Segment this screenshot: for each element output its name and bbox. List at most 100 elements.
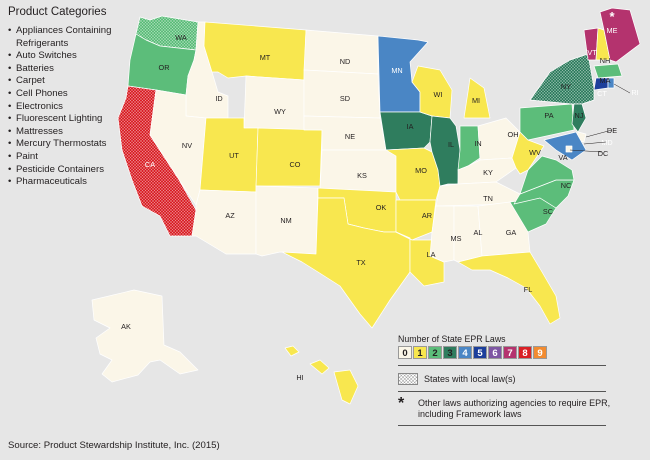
label-leader-line — [585, 129, 613, 138]
state-ak — [91, 289, 199, 383]
label-leader-line — [613, 83, 631, 94]
state-label-ak: AK — [121, 322, 131, 331]
legend-cell-0: 0 — [398, 346, 412, 359]
state-label-md: MD — [601, 138, 612, 147]
category-item: Mercury Thermostats — [8, 138, 158, 151]
asterisk-icon: * — [609, 9, 615, 24]
legend-cell-8: 8 — [518, 346, 532, 359]
state-label-wi: WI — [434, 90, 443, 99]
state-label-va: VA — [558, 153, 567, 162]
state-label-az: AZ — [225, 211, 235, 220]
state-label-ca: CA — [145, 160, 155, 169]
state-label-oh: OH — [508, 130, 519, 139]
state-hi — [284, 345, 359, 405]
state-mi — [463, 77, 491, 119]
source-credit: Source: Product Stewardship Institute, I… — [8, 440, 220, 451]
state-la — [395, 231, 445, 287]
state-il — [429, 115, 461, 187]
state-nd — [303, 29, 379, 75]
state-dc — [565, 145, 573, 153]
state-label-ne: NE — [345, 132, 355, 141]
state-label-id: ID — [215, 94, 222, 103]
category-item: Cell Phones — [8, 88, 158, 101]
local-law-swatch — [398, 373, 418, 385]
state-mt — [203, 21, 307, 81]
state-label-ut: UT — [229, 151, 239, 160]
state-va — [519, 155, 575, 195]
legend-cell-7: 7 — [503, 346, 517, 359]
state-ri — [607, 77, 615, 89]
state-ma — [593, 63, 623, 79]
category-item: Mattresses — [8, 126, 158, 139]
state-wv — [511, 131, 545, 175]
product-categories-list: Appliances Containing Refrigerants Auto … — [8, 25, 158, 189]
state-ia — [379, 111, 433, 151]
legend-divider — [398, 365, 606, 366]
legend-cell-5: 5 — [473, 346, 487, 359]
state-label-fl: FL — [524, 285, 533, 294]
state-label-mo: MO — [415, 166, 427, 175]
product-categories-title: Product Categories — [8, 6, 107, 18]
state-label-wy: WY — [274, 107, 286, 116]
legend-cell-4: 4 — [458, 346, 472, 359]
state-md — [543, 131, 587, 161]
state-label-sd: SD — [340, 94, 350, 103]
state-label-co: CO — [290, 160, 301, 169]
state-label-ks: KS — [357, 171, 367, 180]
state-label-ga: GA — [506, 228, 517, 237]
state-tx — [281, 197, 411, 329]
state-label-tn: TN — [483, 194, 493, 203]
state-label-me: ME — [607, 26, 618, 35]
state-label-nh: NH — [600, 56, 611, 65]
legend-cell-1: 1 — [413, 346, 427, 359]
state-label-ok: OK — [376, 203, 387, 212]
state-me — [599, 7, 641, 63]
state-az — [191, 189, 257, 255]
category-item: Batteries — [8, 63, 158, 76]
label-leader-line — [583, 141, 607, 145]
state-label-ct: CT — [597, 89, 607, 98]
state-ar — [395, 199, 437, 241]
legend-cell-2: 2 — [428, 346, 442, 359]
other-laws-label: Other laws authorizing agencies to requi… — [418, 398, 611, 419]
state-label-mn: MN — [391, 66, 402, 75]
state-label-sc: SC — [543, 207, 553, 216]
local-law-hatch — [118, 86, 196, 236]
state-label-or: OR — [159, 63, 170, 72]
legend-divider — [398, 391, 606, 392]
category-item: Electronics — [8, 101, 158, 114]
category-item: Pharmaceuticals — [8, 176, 158, 189]
legend-cell-6: 6 — [488, 346, 502, 359]
category-item: Appliances Containing Refrigerants — [8, 25, 158, 50]
state-label-la: LA — [427, 250, 436, 259]
state-label-vt: VT — [587, 48, 597, 57]
state-mo — [385, 147, 441, 201]
state-label-hi: HI — [296, 373, 303, 382]
local-law-hatch — [136, 16, 198, 50]
state-label-dc: DC — [598, 149, 609, 158]
state-wy — [243, 75, 305, 131]
state-label-nm: NM — [280, 216, 291, 225]
legend-title: Number of State EPR Laws — [398, 334, 506, 344]
asterisk-icon: * — [398, 395, 405, 412]
legend-divider — [398, 425, 606, 426]
state-label-nd: ND — [340, 57, 351, 66]
state-label-nv: NV — [182, 141, 192, 150]
state-label-ia: IA — [407, 122, 414, 131]
label-leader-line — [569, 149, 603, 153]
state-label-ar: AR — [422, 211, 432, 220]
local-law-hatch — [530, 54, 594, 104]
state-label-ms: MS — [451, 234, 462, 243]
category-item: Pesticide Containers — [8, 164, 158, 177]
local-law-label: States with local law(s) — [424, 374, 516, 384]
state-label-tx: TX — [356, 258, 365, 267]
state-label-ma: MA — [600, 76, 611, 85]
state-label-wv: WV — [529, 148, 541, 157]
state-label-ky: KY — [483, 168, 493, 177]
state-label-mt: MT — [260, 53, 271, 62]
state-label-nc: NC — [561, 181, 572, 190]
state-label-in: IN — [474, 139, 481, 148]
legend-cell-9: 9 — [533, 346, 547, 359]
